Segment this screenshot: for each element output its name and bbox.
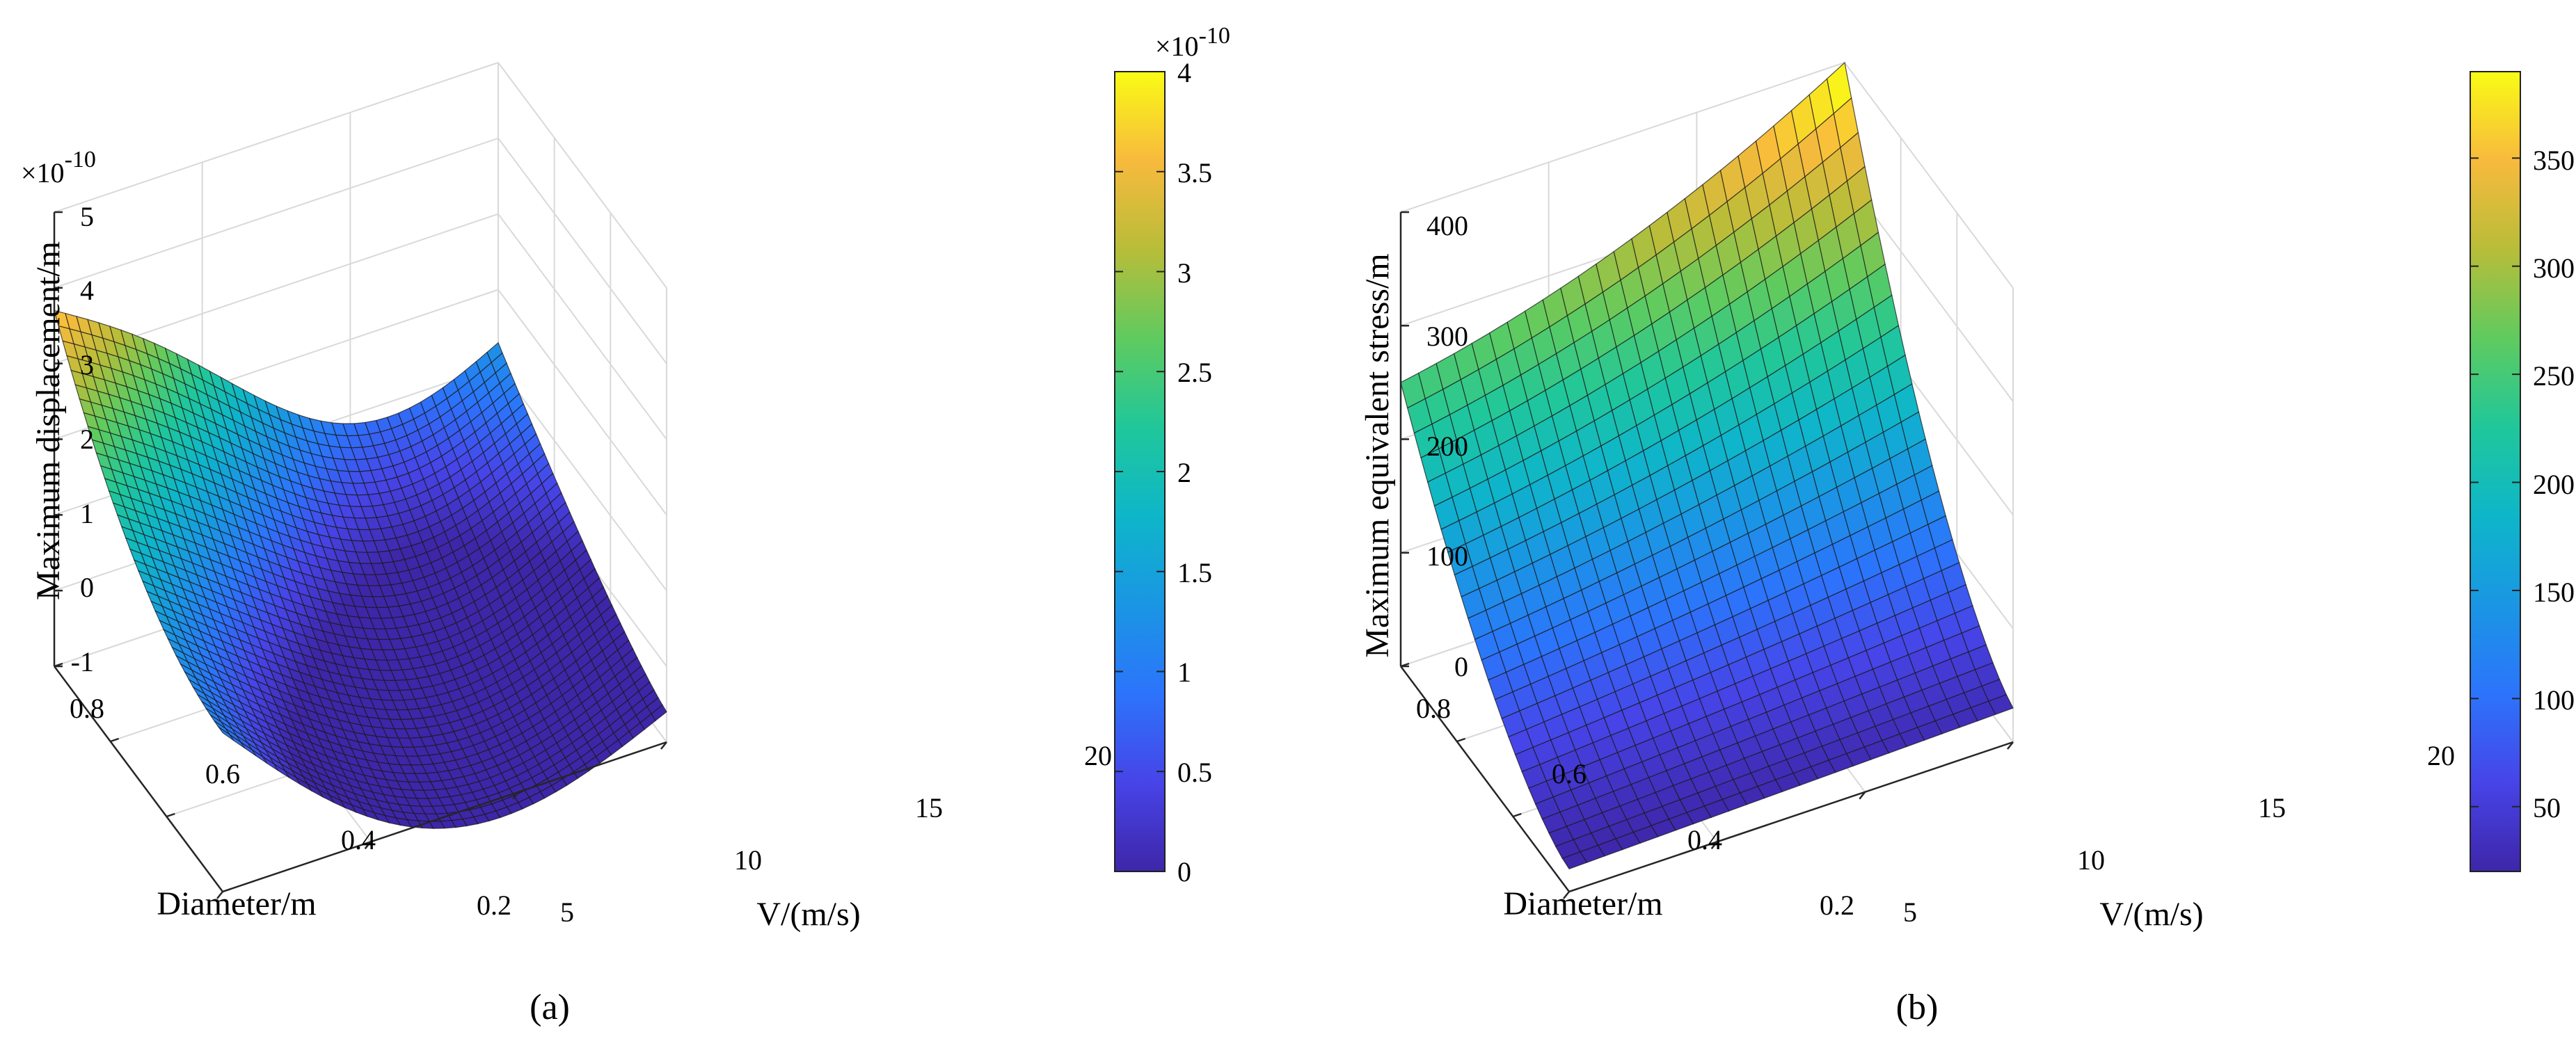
b-colorbar-tick: 50 (2533, 792, 2561, 823)
b-colorbar-tick: 350 (2533, 145, 2575, 176)
b-colorbar-tick: 250 (2533, 360, 2575, 392)
a-y-axis-label: Diameter/m (157, 885, 316, 922)
a-z-tick: 1 (80, 498, 94, 529)
b-y-axis-label: Diameter/m (1503, 885, 1662, 922)
panel-b-surface (1400, 61, 2014, 870)
panel-b-caption: (b) (1896, 988, 1939, 1027)
wall-grid-line (498, 214, 667, 440)
wall-grid-line (1844, 62, 2014, 289)
b-x-tick: 10 (2077, 844, 2105, 876)
b-y-tick: 0.4 (1687, 824, 1722, 855)
b-z-tick: 100 (1426, 540, 1468, 572)
b-z-tick: 300 (1426, 321, 1468, 352)
y-axis-line (1399, 666, 1571, 892)
a-z-tick: 2 (80, 424, 94, 455)
b-colorbar-tick: 300 (2533, 252, 2575, 284)
wall-grid-line (498, 62, 667, 289)
b-z-tick: 0 (1454, 651, 1468, 682)
panel-a-colorbar: 0 0.5 1 1.5 2 2.5 3 3.5 4 ×10-10 (1114, 23, 1230, 887)
b-y-tick: 0.6 (1552, 758, 1587, 789)
y-tick-mark (166, 812, 175, 818)
wall-grid-line (498, 138, 667, 364)
x-tick-mark (512, 791, 520, 800)
b-colorbar-tick: 150 (2533, 577, 2575, 608)
a-z-tick: 3 (80, 349, 94, 380)
y-tick-mark (110, 737, 120, 743)
b-z-tick: 400 (1426, 210, 1468, 241)
a-colorbar-tick: 0 (1177, 856, 1191, 887)
y-tick-mark (1568, 887, 1578, 893)
a-colorbar-tick: 3.5 (1177, 157, 1212, 188)
panel-b-colorbar: 50 100 150 200 250 300 350 (2470, 71, 2575, 872)
y-tick-mark (222, 887, 232, 893)
b-y-tick: 0.8 (1416, 693, 1451, 724)
wall-grid-line (498, 364, 667, 591)
x-tick-mark (1859, 791, 1866, 800)
b-colorbar-tick: 200 (2533, 469, 2575, 500)
panel-a-caption: (a) (530, 988, 570, 1027)
x-tick-mark (1710, 841, 1718, 850)
x-tick-mark (216, 891, 223, 899)
a-z-tick: 4 (80, 275, 94, 306)
x-tick-mark (660, 741, 667, 750)
b-x-tick: 5 (1903, 897, 1917, 928)
a-colorbar-tick: 2.5 (1177, 357, 1212, 388)
x-axis-line (1568, 741, 2014, 893)
a-x-tick: 20 (1084, 740, 1112, 771)
a-z-exponent-power: -10 (65, 147, 96, 172)
b-x-axis-label: V/(m/s) (2099, 896, 2203, 933)
a-colorbar-tick: 1.5 (1177, 557, 1212, 588)
a-colorbar-exponent: ×10-10 (1155, 23, 1230, 62)
surface-patch (1561, 851, 1588, 870)
a-z-tick: -1 (71, 646, 94, 677)
a-y-tick: 0.8 (70, 693, 104, 724)
x-tick-mark (1563, 891, 1570, 899)
a-z-exponent: ×10-10 (21, 147, 96, 188)
a-colorbar-tick: 4 (1177, 57, 1191, 88)
wall-grid-line (54, 137, 499, 289)
a-colorbar-tick: 2 (1177, 457, 1191, 488)
a-z-tick: 0 (80, 572, 94, 603)
x-tick-mark (364, 841, 372, 850)
a-y-tick: 0.2 (477, 890, 511, 921)
b-z-axis-label: Maximum equivalent stress/m (1359, 253, 1396, 657)
panel-a-displacement: -1 0 1 2 3 4 5 ×10-10 0.8 0.6 0.4 0.2 5 … (21, 23, 1230, 1027)
x-tick-mark (2007, 741, 2014, 750)
a-colorbar-tick: 0.5 (1177, 757, 1212, 788)
x-axis-line (222, 741, 667, 893)
y-tick-mark (1456, 737, 1466, 743)
b-z-tick: 200 (1426, 431, 1468, 462)
panel-a-surface (54, 310, 667, 829)
a-x-tick: 5 (560, 897, 574, 928)
wall-grid-line (1400, 62, 1845, 213)
y-tick-mark (1512, 812, 1522, 818)
a-x-tick: 15 (915, 792, 943, 823)
a-y-tick: 0.6 (205, 758, 240, 789)
a-colorbar-tick: 3 (1177, 257, 1191, 289)
b-x-tick: 20 (2427, 740, 2455, 771)
a-x-axis-label: V/(m/s) (756, 896, 860, 933)
wall-grid-line (498, 289, 667, 516)
a-y-tick: 0.4 (341, 824, 376, 855)
wall-grid-line (54, 62, 499, 213)
a-x-tick: 10 (734, 844, 762, 876)
b-y-tick: 0.2 (1820, 890, 1854, 921)
panel-b-stress: 0 100 200 300 400 0.8 0.6 0.4 0.2 5 10 1… (1359, 61, 2575, 1027)
surface-patch (218, 726, 234, 741)
panel-b-axes (1399, 211, 2014, 899)
b-colorbar-fill (2470, 71, 2521, 872)
a-z-tick: 5 (80, 201, 94, 232)
panel-a-axes (53, 211, 667, 899)
a-colorbar-exponent-power: -10 (1199, 23, 1230, 49)
a-z-axis-label: Maximum displacement/m (30, 241, 67, 600)
b-x-tick: 15 (2258, 792, 2286, 823)
b-colorbar-tick: 100 (2533, 684, 2575, 716)
y-axis-line (53, 666, 224, 892)
a-colorbar-tick: 1 (1177, 657, 1191, 688)
